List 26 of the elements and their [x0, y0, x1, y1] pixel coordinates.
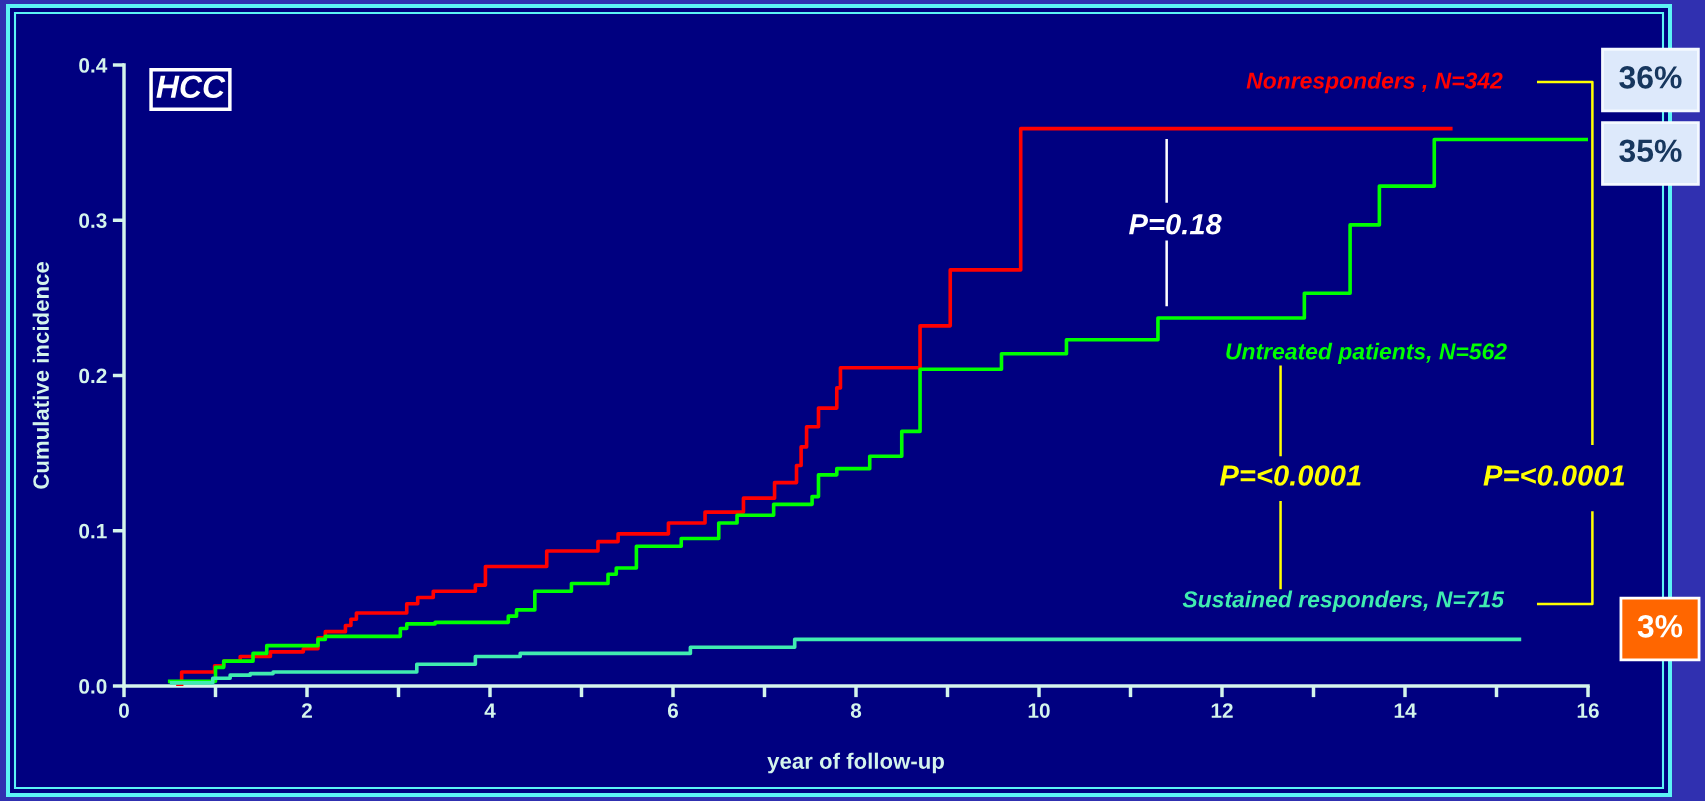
x-tick-label: 4: [484, 703, 496, 718]
y-tick-label: 0.2: [79, 368, 107, 384]
annotation: HCC: [156, 75, 226, 99]
x-axis-title: year of follow-up: [767, 752, 944, 774]
annotation: P=<0.0001: [1483, 465, 1625, 486]
y-tick-label: 0.0: [79, 679, 107, 694]
text: 3%: [1637, 614, 1683, 638]
annotation: P=0.18: [1129, 213, 1222, 235]
x-tick-label: 10: [1028, 703, 1050, 718]
text: 35%: [1619, 139, 1682, 163]
x-tick-label: 0: [119, 703, 129, 718]
y-tick-label: 0.3: [79, 213, 107, 229]
series-label: Sustained responders, N=715: [1182, 590, 1505, 612]
x-tick-label: 16: [1577, 703, 1599, 718]
y-tick-label: 0.1: [79, 523, 107, 539]
text: 36%: [1619, 66, 1682, 89]
x-tick-label: 12: [1211, 703, 1233, 718]
x-tick-label: 6: [667, 703, 679, 718]
series-label: Untreated patients, N=562: [1226, 342, 1507, 365]
x-tick-label: 8: [850, 703, 862, 718]
x-tick-label: 14: [1394, 703, 1417, 718]
annotation: P=<0.0001: [1219, 465, 1361, 486]
y-axis-title: Cumulative incidence: [32, 262, 49, 489]
series-label: Nonresponders , N=342: [1246, 71, 1503, 94]
y-tick-label: 0.4: [79, 58, 108, 73]
x-tick-label: 2: [301, 703, 312, 718]
